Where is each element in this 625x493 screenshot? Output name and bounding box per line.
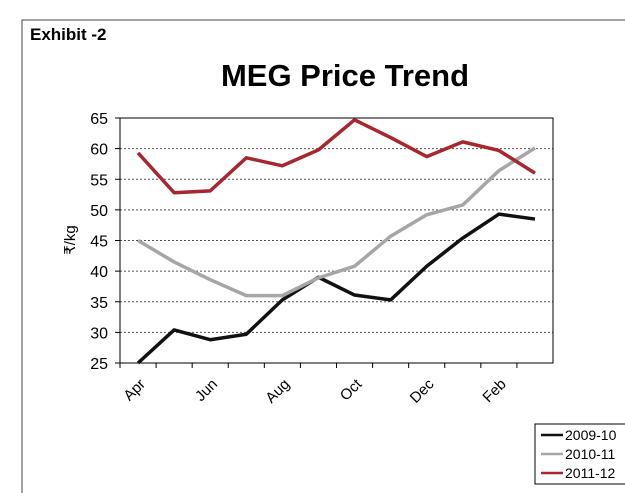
y-axis-label: ₹/kg [62,225,79,255]
y-tick-label: 55 [90,172,108,189]
y-tick-label: 65 [90,111,108,128]
series-line [136,212,536,365]
x-tick-label: Apr [120,376,149,405]
y-tick-label: 60 [90,142,108,159]
x-tick-label: Feb [479,376,509,406]
y-tick-label: 40 [90,264,108,281]
legend-label: 2010-11 [565,446,616,462]
x-tick-label: Aug [262,376,293,407]
y-tick-label: 30 [90,325,108,342]
frame [21,19,625,493]
legend-label: 2011-12 [565,465,616,481]
chart-title: MEG Price Trend [221,58,469,93]
legend-label: 2009-10 [565,427,617,443]
x-tick-label: Oct [337,375,366,404]
x-tick-label: Dec [407,375,438,406]
y-tick-label: 35 [90,295,108,312]
y-tick-label: 50 [90,203,108,220]
y-tick-label: 25 [90,356,108,373]
exhibit-label: Exhibit -2 [30,25,107,44]
series-line [136,118,536,195]
y-tick-label: 45 [90,234,108,251]
series-line [137,146,536,298]
x-tick-label: Jun [192,376,221,405]
